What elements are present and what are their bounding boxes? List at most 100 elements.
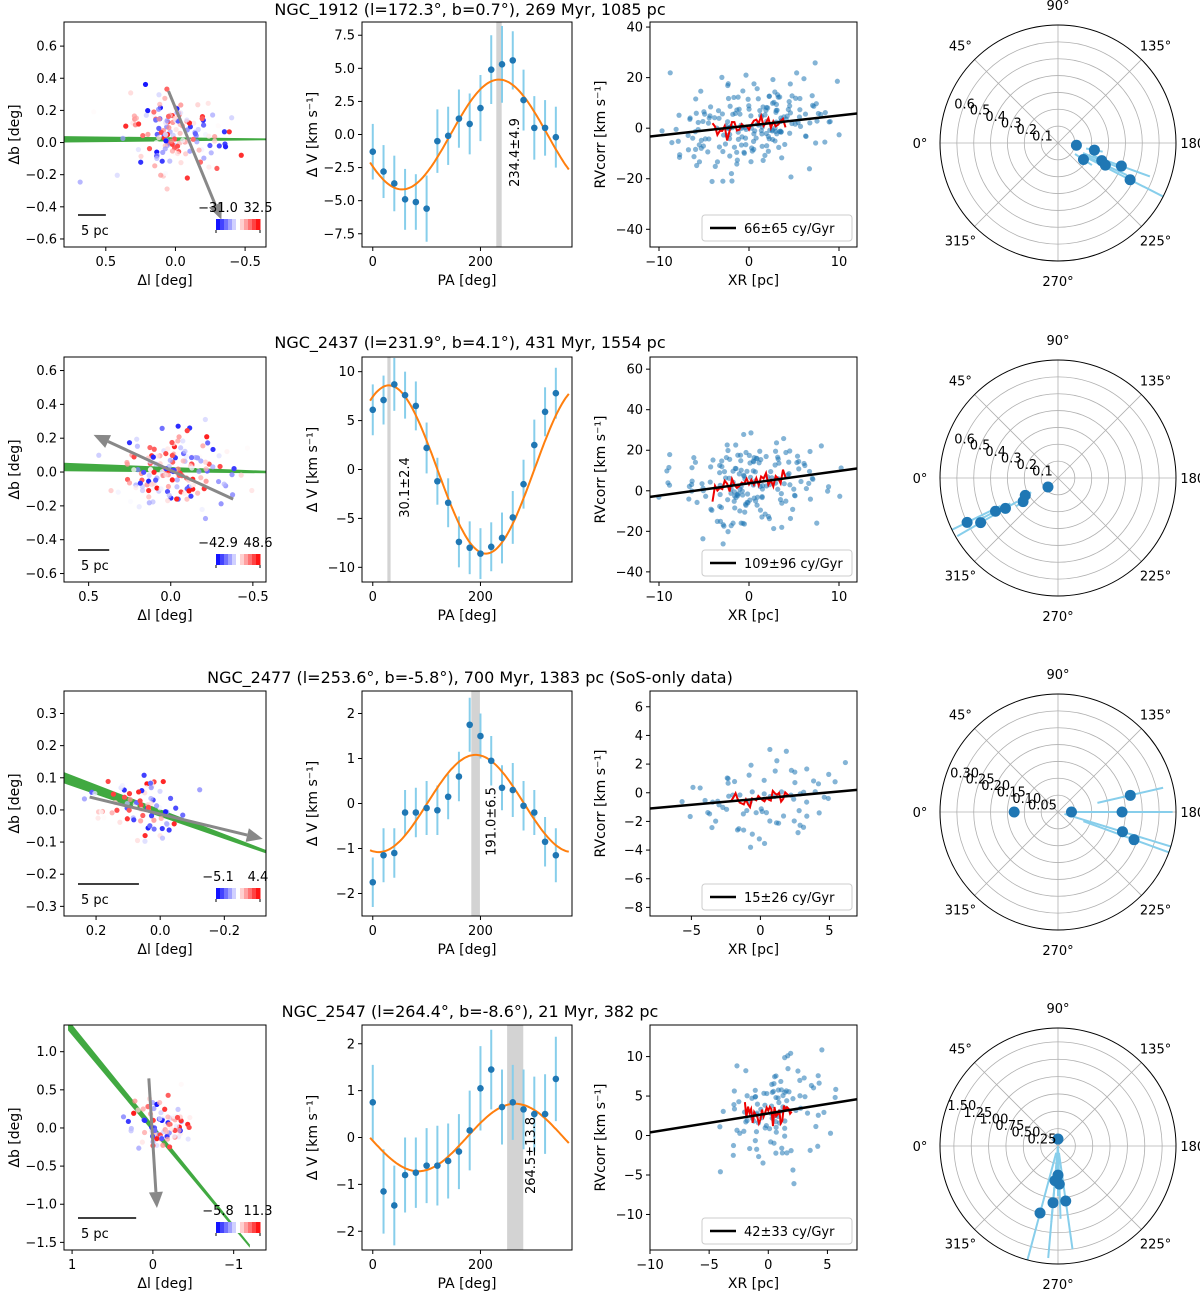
- sky-star: [145, 804, 152, 810]
- rv-panel: −10 0 10 −40 −20 0 20 40 60 XR [pc] RVcorr [km s⁻¹…: [593, 356, 858, 624]
- sky-star: [187, 1114, 193, 1121]
- rv-star: [797, 95, 803, 102]
- pa-data-point: [434, 1162, 441, 1169]
- sky-star: [199, 116, 205, 122]
- rv-star: [810, 778, 817, 784]
- polar-panel: 0.250.500.751.001.251.50 90° 135° 180° 225° 2…: [913, 1002, 1200, 1293]
- rv-star: [720, 148, 726, 155]
- pa-best-angle-band: [507, 1025, 524, 1250]
- pa-ytick-label: 5: [347, 414, 355, 429]
- rv-xtick-label: −10: [645, 590, 672, 605]
- sky-star: [197, 787, 203, 793]
- rv-star: [760, 157, 766, 163]
- sky-colorbar-segment: [228, 888, 233, 899]
- rv-star: [730, 1152, 736, 1158]
- rv-star: [773, 1119, 779, 1125]
- pa-panel: 0 200 −7.5 −5.0 −2.5 0.0 2.5 5.0 7.5 PA [deg] Δ V …: [305, 21, 573, 289]
- rv-legend-box: [701, 1217, 853, 1245]
- rv-star: [779, 1145, 785, 1151]
- rv-star: [761, 840, 768, 847]
- sky-star: [249, 487, 255, 494]
- sky-colorbar-segment: [232, 1222, 237, 1233]
- rv-star: [732, 110, 738, 117]
- rv-star: [748, 113, 754, 119]
- rv-star: [760, 483, 766, 489]
- polar-radial-label: 0.5: [970, 439, 991, 454]
- rv-xtick-label: 10: [831, 255, 848, 270]
- rv-star: [694, 162, 700, 169]
- rv-ytick-label: 0: [635, 484, 643, 499]
- rv-star: [725, 497, 731, 503]
- sky-ytick-label: 1.0: [36, 1045, 57, 1060]
- sky-colorbar-segment: [256, 1222, 261, 1233]
- rv-star: [786, 99, 792, 105]
- pa-data-point: [444, 1157, 452, 1165]
- sky-colorbar-segment: [248, 554, 253, 565]
- rv-star: [871, 113, 876, 118]
- rv-star: [730, 520, 736, 526]
- rv-star: [743, 1068, 749, 1074]
- pa-xtick-label: 0: [369, 590, 377, 605]
- sky-star: [123, 123, 129, 129]
- sky-star: [168, 138, 174, 144]
- sky-star: [156, 125, 162, 131]
- rv-star: [772, 89, 778, 95]
- rv-star: [825, 488, 831, 494]
- sky-star: [169, 477, 175, 483]
- rv-star: [714, 159, 721, 165]
- rv-star: [778, 1078, 784, 1085]
- rv-star: [666, 464, 672, 471]
- rv-star: [807, 496, 814, 502]
- pa-data-point: [477, 1084, 484, 1092]
- rv-star: [691, 154, 697, 160]
- sky-colorbar-segment: [256, 554, 261, 565]
- sky-star: [131, 1110, 137, 1116]
- rv-star: [836, 132, 842, 138]
- pa-data-point: [498, 534, 506, 542]
- polar-angle-label: 135°: [1140, 1042, 1171, 1057]
- rv-star: [796, 808, 802, 814]
- sky-colorbar-max: 48.6: [244, 536, 273, 551]
- sky-xtick-label: 0.0: [160, 590, 181, 605]
- pa-data-point: [380, 396, 387, 404]
- sky-star: [141, 772, 147, 778]
- rv-star: [795, 1068, 801, 1074]
- sky-star: [162, 95, 168, 101]
- sky-xlabel: Δl [deg]: [137, 942, 192, 958]
- sky-star: [151, 446, 157, 452]
- sky-star: [96, 452, 102, 458]
- sky-star: [146, 146, 153, 152]
- polar-data-point: [1052, 1133, 1064, 1145]
- pa-xlabel: PA [deg]: [438, 273, 497, 289]
- sky-star: [138, 159, 144, 165]
- rv-xtick-label: 0: [745, 590, 753, 605]
- sky-scalebar-label: 5 pc: [81, 559, 109, 574]
- rv-star: [786, 470, 792, 477]
- rv-star: [754, 86, 760, 92]
- polar-grid-spoke: [974, 1145, 1059, 1230]
- polar-data-point: [1116, 826, 1128, 838]
- polar-radial-label: 0.5: [970, 104, 991, 119]
- polar-angle-label: 270°: [1042, 944, 1073, 959]
- sky-star: [167, 158, 173, 164]
- sky-star: [163, 472, 169, 478]
- rv-star: [778, 129, 784, 135]
- sky-star: [174, 150, 181, 157]
- sky-star: [146, 472, 152, 479]
- rv-star: [720, 541, 726, 547]
- sky-star: [161, 1113, 167, 1119]
- sky-frame: [63, 1024, 267, 1251]
- polar-radial-label: 0.25: [1027, 1132, 1056, 1147]
- sky-star: [147, 444, 153, 451]
- sky-star: [224, 448, 230, 455]
- rv-star: [716, 144, 723, 150]
- polar-radial-label: 1.50: [947, 1099, 976, 1114]
- rv-star: [699, 481, 705, 487]
- pa-data-point: [444, 132, 452, 140]
- rv-star: [746, 772, 752, 778]
- pa-ytick-label: 0: [347, 797, 355, 812]
- rv-star: [815, 110, 821, 117]
- rv-star: [754, 502, 760, 508]
- sky-colorbar-segment: [228, 219, 233, 230]
- rv-star: [803, 133, 809, 140]
